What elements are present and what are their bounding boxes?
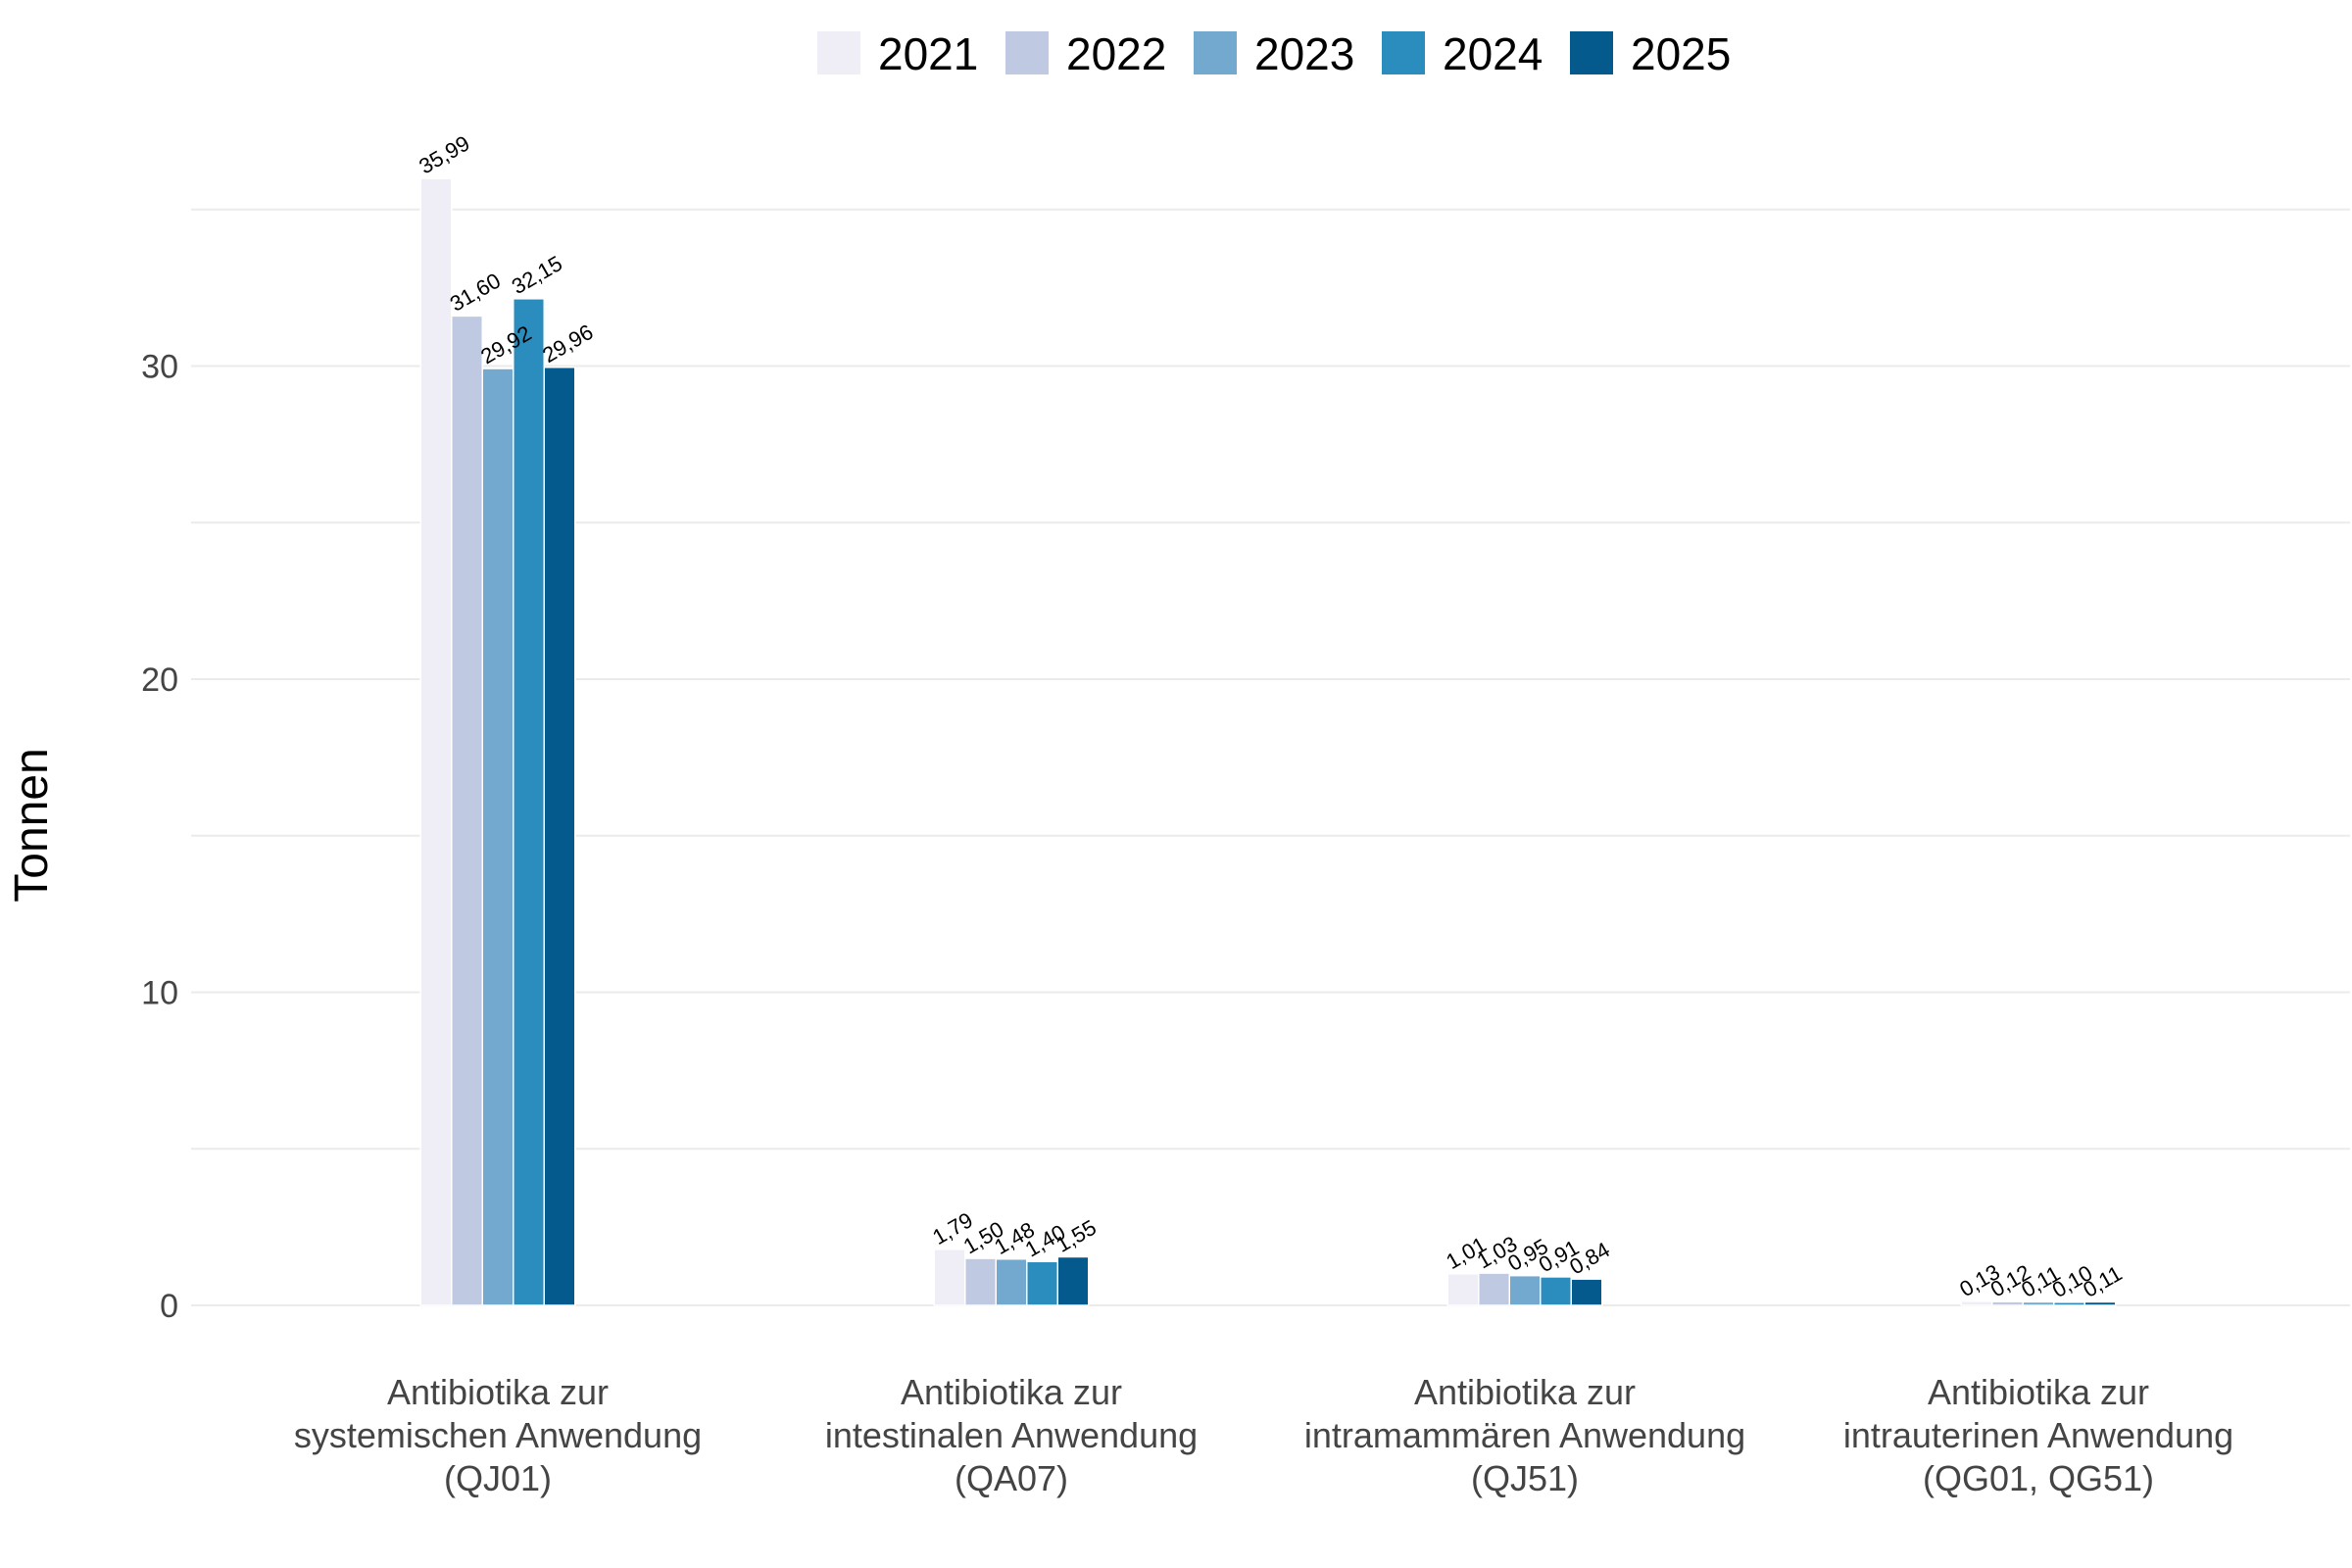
bar xyxy=(933,1249,966,1306)
bar xyxy=(543,367,576,1306)
y-tick-label: 10 xyxy=(141,975,178,1012)
bar xyxy=(2022,1300,2055,1306)
bar xyxy=(2053,1301,2085,1306)
legend: 2021 2022 2023 2024 2025 xyxy=(817,28,1731,79)
value-label: 31,60 xyxy=(446,269,505,317)
legend-swatch xyxy=(817,31,860,74)
bar xyxy=(1570,1278,1603,1306)
x-category-label: Antibiotika zur systemischen Anwendung (QJ… xyxy=(294,1372,702,1498)
x-category-label: Antibiotika zur intrauterinen Anwendung (Q… xyxy=(1843,1372,2233,1498)
legend-label: 2021 xyxy=(878,28,978,79)
legend-swatch xyxy=(1570,31,1613,74)
legend-item: 2023 xyxy=(1194,28,1354,79)
value-label: 1,55 xyxy=(1052,1215,1101,1257)
bar xyxy=(513,298,545,1306)
x-category-label: Antibiotika zur intestinalen Anwendung (QA… xyxy=(825,1372,1198,1498)
legend-item: 2024 xyxy=(1382,28,1543,79)
y-axis-title: Tonnen xyxy=(6,748,58,902)
bar xyxy=(1446,1272,1480,1306)
y-axis: 0 10 20 30 xyxy=(141,349,178,1326)
bar xyxy=(451,315,483,1306)
value-label: 29,96 xyxy=(538,319,597,368)
y-tick-label: 0 xyxy=(160,1288,178,1325)
legend-label: 2025 xyxy=(1631,28,1731,79)
y-tick-label: 20 xyxy=(141,662,178,699)
bar xyxy=(1478,1272,1510,1306)
legend-label: 2022 xyxy=(1066,28,1166,79)
bar xyxy=(2083,1300,2117,1306)
legend-swatch xyxy=(1194,31,1237,74)
legend-item: 2022 xyxy=(1005,28,1166,79)
legend-swatch xyxy=(1005,31,1049,74)
bar xyxy=(995,1257,1028,1306)
bar xyxy=(1540,1276,1572,1306)
bar xyxy=(1026,1260,1058,1306)
bar xyxy=(1960,1300,1993,1306)
legend-label: 2023 xyxy=(1254,28,1354,79)
bar xyxy=(1508,1274,1542,1306)
x-axis: Antibiotika zur systemischen Anwendung (QJ… xyxy=(294,1372,2233,1498)
legend-item: 2021 xyxy=(817,28,978,79)
value-label: 32,15 xyxy=(508,251,566,299)
x-category-label: Antibiotika zur intramammären Anwendung (Q… xyxy=(1304,1372,1745,1498)
bar xyxy=(964,1257,997,1306)
bar xyxy=(419,177,453,1306)
value-label: 35,99 xyxy=(415,130,473,178)
y-tick-label: 30 xyxy=(141,349,178,386)
legend-swatch xyxy=(1382,31,1425,74)
bar xyxy=(481,368,514,1306)
legend-item: 2025 xyxy=(1570,28,1731,79)
bar xyxy=(1991,1300,2024,1306)
bar xyxy=(1056,1255,1090,1306)
legend-label: 2024 xyxy=(1443,28,1543,79)
bars-layer xyxy=(419,177,2117,1306)
